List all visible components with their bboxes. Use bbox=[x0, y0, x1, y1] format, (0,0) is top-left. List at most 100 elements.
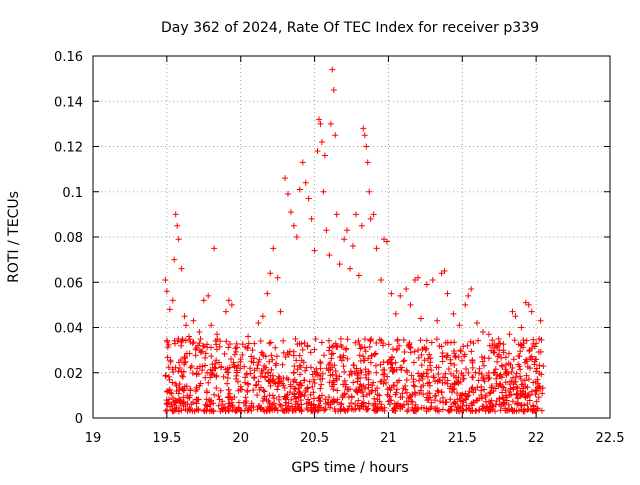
data-point bbox=[500, 396, 507, 403]
data-point bbox=[222, 366, 229, 373]
data-point bbox=[424, 366, 431, 373]
data-point bbox=[386, 357, 393, 364]
data-point bbox=[446, 408, 453, 415]
data-point bbox=[537, 317, 544, 324]
data-point bbox=[308, 215, 315, 222]
data-point bbox=[274, 380, 281, 387]
data-point bbox=[200, 297, 207, 304]
data-point bbox=[312, 335, 319, 342]
data-point bbox=[217, 387, 224, 394]
data-point bbox=[224, 405, 231, 412]
data-point bbox=[400, 358, 407, 365]
data-point bbox=[506, 350, 513, 357]
data-point bbox=[509, 398, 516, 405]
data-point bbox=[319, 375, 326, 382]
data-point bbox=[265, 369, 272, 376]
data-point bbox=[186, 406, 193, 413]
data-point bbox=[527, 392, 534, 399]
data-point bbox=[186, 336, 193, 343]
data-point bbox=[291, 363, 298, 370]
data-point bbox=[528, 308, 535, 315]
data-point bbox=[204, 344, 211, 351]
data-point bbox=[331, 398, 338, 405]
data-point bbox=[299, 346, 306, 353]
data-point bbox=[385, 398, 392, 405]
data-point bbox=[338, 400, 345, 407]
data-point bbox=[203, 388, 210, 395]
data-point bbox=[479, 329, 486, 336]
data-point bbox=[337, 407, 344, 414]
data-point bbox=[321, 352, 328, 359]
data-point bbox=[226, 400, 233, 407]
data-point bbox=[426, 390, 433, 397]
data-point bbox=[524, 406, 531, 413]
data-point bbox=[239, 351, 246, 358]
data-point bbox=[207, 366, 214, 373]
data-point bbox=[327, 372, 334, 379]
data-point bbox=[408, 372, 415, 379]
data-point bbox=[291, 385, 298, 392]
data-point bbox=[322, 406, 329, 413]
data-point bbox=[417, 315, 424, 322]
data-point bbox=[457, 405, 464, 412]
data-point bbox=[409, 391, 416, 398]
data-point bbox=[312, 404, 319, 411]
data-point bbox=[241, 363, 248, 370]
data-point bbox=[479, 405, 486, 412]
data-point bbox=[283, 396, 290, 403]
data-point bbox=[237, 365, 244, 372]
data-point bbox=[330, 350, 337, 357]
data-point bbox=[290, 222, 297, 229]
data-point bbox=[472, 369, 479, 376]
data-point bbox=[392, 310, 399, 317]
data-point bbox=[427, 355, 434, 362]
data-point bbox=[224, 380, 231, 387]
data-point bbox=[404, 389, 411, 396]
data-point bbox=[450, 400, 457, 407]
data-point bbox=[330, 342, 337, 349]
data-point bbox=[469, 364, 476, 371]
data-point bbox=[255, 378, 262, 385]
data-point bbox=[517, 392, 524, 399]
data-point bbox=[336, 373, 343, 380]
data-point bbox=[391, 405, 398, 412]
data-point bbox=[279, 361, 286, 368]
data-point bbox=[291, 393, 298, 400]
data-point bbox=[291, 376, 298, 383]
data-point bbox=[269, 372, 276, 379]
data-point bbox=[424, 397, 431, 404]
data-point bbox=[314, 372, 321, 379]
data-point bbox=[372, 362, 379, 369]
data-point bbox=[192, 352, 199, 359]
data-point bbox=[273, 353, 280, 360]
data-point bbox=[497, 407, 504, 414]
data-point bbox=[347, 265, 354, 272]
data-point bbox=[503, 361, 510, 368]
data-point bbox=[304, 343, 311, 350]
data-point bbox=[230, 359, 237, 366]
data-point bbox=[328, 383, 335, 390]
data-point bbox=[493, 375, 500, 382]
data-point bbox=[502, 366, 509, 373]
data-point bbox=[208, 322, 215, 329]
data-point bbox=[464, 342, 471, 349]
x-tick-label: 22 bbox=[528, 431, 545, 446]
data-point bbox=[164, 399, 171, 406]
data-point bbox=[378, 378, 385, 385]
data-point bbox=[371, 407, 378, 414]
data-point bbox=[314, 148, 321, 155]
data-point bbox=[456, 322, 463, 329]
data-point bbox=[440, 399, 447, 406]
data-point bbox=[327, 360, 334, 367]
data-point bbox=[499, 363, 506, 370]
data-point bbox=[367, 215, 374, 222]
data-point bbox=[206, 406, 213, 413]
data-point bbox=[411, 383, 418, 390]
data-point bbox=[176, 384, 183, 391]
data-point bbox=[454, 379, 461, 386]
data-point bbox=[212, 365, 219, 372]
data-point bbox=[331, 405, 338, 412]
data-point bbox=[470, 398, 477, 405]
data-point bbox=[438, 389, 445, 396]
data-point bbox=[193, 384, 200, 391]
